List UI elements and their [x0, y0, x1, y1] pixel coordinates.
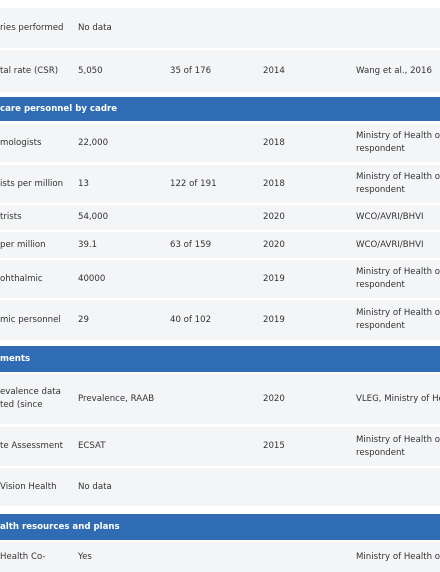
table-row: evalence data ted (since Prevalence, RAAB 2… [0, 374, 440, 424]
table-cell: Wang et al., 2016 [356, 65, 432, 76]
table-cell: 2020 [263, 239, 285, 250]
table-row: mic personnel 29 40 of 102 2019 Ministry of … [0, 300, 440, 340]
table-cell: 2019 [263, 314, 285, 325]
table-cell: ECSAT [78, 441, 106, 451]
cell-line: evalence data [0, 387, 61, 397]
table-cell: 13 [78, 178, 89, 189]
table-row: trists 54,000 2020 WCO/AVRI/BHVI [0, 205, 440, 230]
cell-line: Ministry of Health o [356, 172, 440, 182]
table-cell: mologists [0, 137, 42, 148]
table-cell: 5,050 [78, 65, 103, 76]
table-cell: 2020 [263, 393, 285, 404]
table-cell: 122 of 191 [170, 178, 217, 189]
table-cell: WCO/AVRI/BHVI [356, 239, 424, 250]
cell-line: respondent [356, 185, 405, 195]
table-cell: ries performed [0, 22, 64, 33]
section-header: care personnel by cadre [0, 97, 440, 121]
table-cell: 2015 [263, 441, 285, 451]
section-header: alth resources and plans [0, 514, 440, 540]
table-cell: WCO/AVRI/BHVI [356, 212, 424, 222]
table-row: ohthalmic 40000 2019 Ministry of Health o re… [0, 260, 440, 298]
table-cell: Ministry of Health o respondent [356, 124, 440, 162]
table-cell: trists [0, 212, 22, 222]
table-cell: tal rate (CSR) [0, 65, 59, 76]
table-cell: Vision Health [0, 481, 57, 492]
table-cell: No data [78, 481, 112, 492]
section-header: ments [0, 346, 440, 372]
table-cell: per million [0, 239, 46, 250]
table-row: Vision Health No data [0, 468, 440, 506]
table-cell: Ministry of Health o respondent [356, 427, 440, 466]
table-cell: 2018 [263, 137, 285, 148]
table-cell: 54,000 [78, 212, 109, 222]
table-cell: 40000 [78, 273, 106, 284]
table-cell: Yes [78, 551, 92, 562]
table-cell: Ministry of Health o respondent [356, 300, 440, 340]
table-cell: mic personnel [0, 314, 61, 325]
table-cell: Ministry of Health o [356, 551, 440, 562]
table-row: Health Co- Yes Ministry of Health o [0, 542, 440, 572]
cell-line: Ministry of Health o [356, 131, 440, 141]
table-cell: ohthalmic [0, 273, 43, 284]
table-cell: te Assessment [0, 441, 63, 451]
cell-line: respondent [356, 144, 405, 154]
page: ries performed No data tal rate (CSR) 5,050… [0, 8, 440, 572]
cell-line: Ministry of Health o [356, 434, 440, 445]
section-title: ments [0, 353, 31, 364]
table-row: mologists 22,000 2018 Ministry of Health o r… [0, 124, 440, 162]
table-cell: 2014 [263, 65, 285, 76]
table-cell: evalence data ted (since [0, 374, 74, 424]
table-row: te Assessment ECSAT 2015 Ministry of Health… [0, 427, 440, 466]
cell-line: respondent [356, 280, 405, 290]
section-title: care personnel by cadre [0, 103, 118, 114]
table-cell: Ministry of Health o respondent [356, 260, 440, 298]
table-cell: Prevalence, RAAB [78, 393, 155, 404]
table-cell: Ministry of Health o respondent [356, 165, 440, 203]
table-cell: No data [78, 22, 112, 33]
table-cell: 2020 [263, 212, 285, 222]
table-cell: ists per million [0, 178, 64, 189]
cell-line: respondent [356, 447, 405, 458]
table-cell: 2019 [263, 273, 285, 284]
table-row: per million 39.1 63 of 159 2020 WCO/AVRI/BHV… [0, 232, 440, 258]
table-cell: 63 of 159 [170, 239, 212, 250]
table-cell: 29 [78, 314, 89, 325]
cell-line: respondent [356, 321, 405, 331]
cell-line: ted (since [0, 400, 43, 410]
cell-line: Ministry of Health o [356, 308, 440, 318]
section-title: alth resources and plans [0, 521, 120, 532]
table-cell: 22,000 [78, 137, 109, 148]
table-cell: VLEG, Ministry of He [356, 393, 440, 404]
table-cell: 2018 [263, 178, 285, 189]
table-row: tal rate (CSR) 5,050 35 of 176 2014 Wang et … [0, 50, 440, 92]
table-cell: Health Co- [0, 551, 46, 562]
cell-line: Ministry of Health o [356, 267, 440, 277]
table-cell: 35 of 176 [170, 65, 212, 76]
table-cell: 39.1 [78, 239, 98, 250]
table-row: ries performed No data [0, 8, 440, 48]
table-cell: 40 of 102 [170, 314, 212, 325]
table-row: ists per million 13 122 of 191 2018 Ministry… [0, 165, 440, 203]
